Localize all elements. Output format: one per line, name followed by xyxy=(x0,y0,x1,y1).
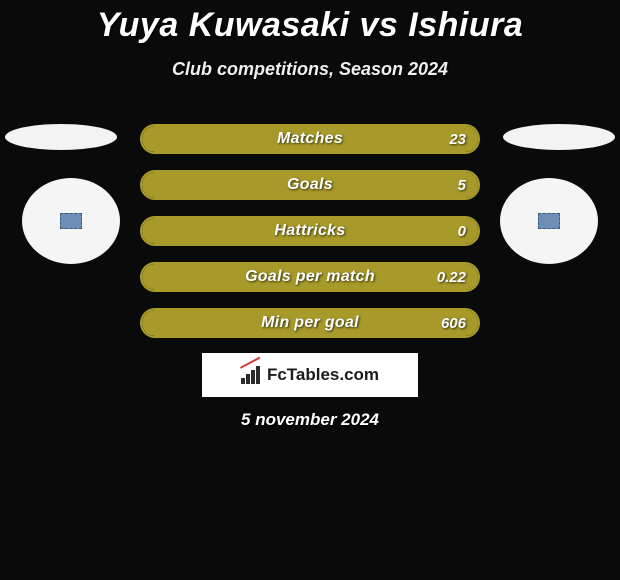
club-right-badge-icon xyxy=(538,213,560,229)
footer-date: 5 november 2024 xyxy=(0,410,620,430)
stat-label: Matches xyxy=(142,126,478,152)
stats-container: Matches 23 Goals 5 Hattricks 0 Goals per… xyxy=(140,124,480,354)
stat-row-goals: Goals 5 xyxy=(140,170,480,200)
stat-label: Goals per match xyxy=(142,264,478,290)
stat-value: 606 xyxy=(441,310,466,336)
player-right-placeholder xyxy=(503,124,615,150)
club-right-circle xyxy=(500,178,598,264)
stat-value: 0 xyxy=(458,218,466,244)
stat-value: 23 xyxy=(449,126,466,152)
stat-row-hattricks: Hattricks 0 xyxy=(140,216,480,246)
page-subtitle: Club competitions, Season 2024 xyxy=(0,59,620,80)
stat-row-matches: Matches 23 xyxy=(140,124,480,154)
bar-chart-icon xyxy=(241,366,263,384)
page-title: Yuya Kuwasaki vs Ishiura xyxy=(0,0,620,45)
footer-brand-box[interactable]: FcTables.com xyxy=(202,353,418,397)
stat-value: 5 xyxy=(458,172,466,198)
club-left-circle xyxy=(22,178,120,264)
footer-brand-text: FcTables.com xyxy=(267,365,379,385)
player-left-placeholder xyxy=(5,124,117,150)
stat-label: Hattricks xyxy=(142,218,478,244)
stat-row-min-per-goal: Min per goal 606 xyxy=(140,308,480,338)
stat-label: Min per goal xyxy=(142,310,478,336)
stat-row-goals-per-match: Goals per match 0.22 xyxy=(140,262,480,292)
stat-label: Goals xyxy=(142,172,478,198)
stat-value: 0.22 xyxy=(437,264,466,290)
club-left-badge-icon xyxy=(60,213,82,229)
